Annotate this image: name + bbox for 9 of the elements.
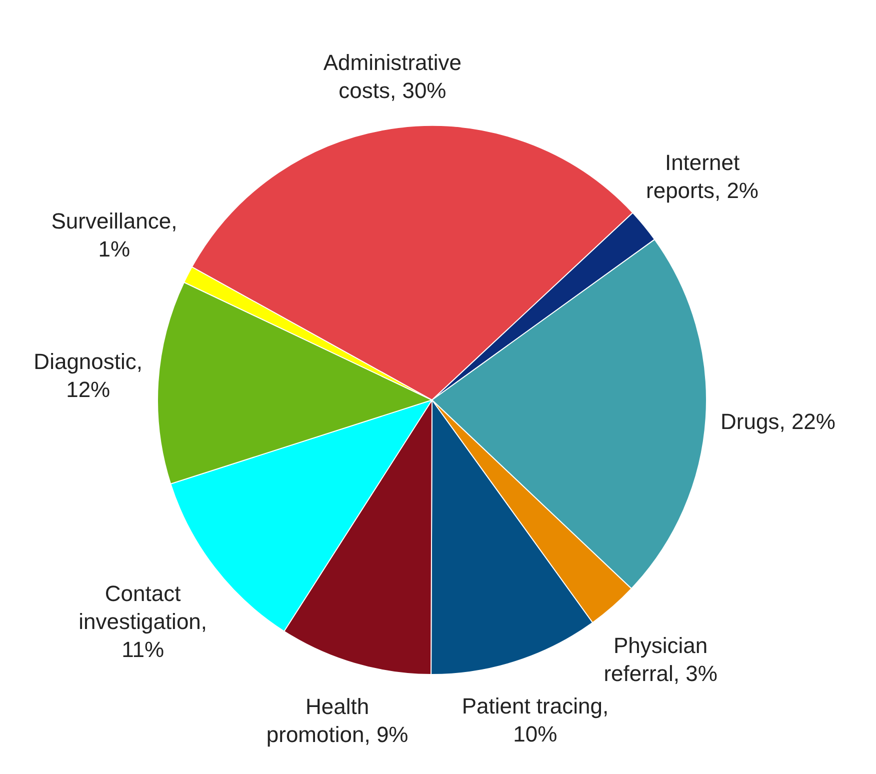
slice-label: Administrative costs, 30% bbox=[323, 50, 462, 103]
slice-label: Patient tracing, 10% bbox=[462, 693, 609, 746]
slice-label: Surveillance, 1% bbox=[51, 208, 178, 262]
slice-label: Contact investigation, 11% bbox=[78, 580, 208, 662]
slice-label: Diagnostic, 12% bbox=[34, 349, 143, 402]
slice-label: Internet reports, 2% bbox=[646, 150, 759, 204]
slice-label: Health promotion, 9% bbox=[266, 694, 408, 747]
slice-label: Drugs, 22% bbox=[720, 409, 836, 434]
slice-label: Physician referral, 3% bbox=[604, 633, 718, 686]
